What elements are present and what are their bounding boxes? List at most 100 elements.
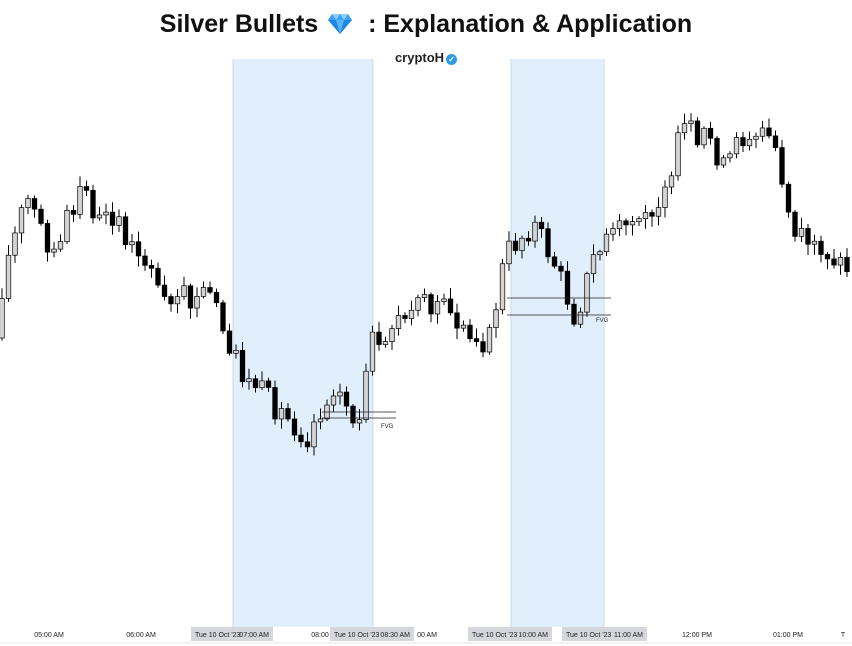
candle-bullish — [174, 296, 181, 305]
x-tick-label: 00 AM — [417, 632, 437, 639]
fvg-label: FVG — [381, 424, 394, 430]
x-tick-label: 08:00 — [311, 632, 329, 639]
candle-bearish — [350, 405, 356, 424]
candle-bearish — [538, 221, 545, 230]
candle-bullish — [837, 257, 844, 266]
candle-bearish — [90, 189, 96, 219]
candle-bullish — [590, 254, 597, 275]
candle-bullish — [688, 120, 694, 125]
x-tick-label: T — [841, 632, 846, 639]
candle-bullish — [759, 127, 766, 137]
candle-bullish — [25, 198, 31, 209]
candle-bullish — [486, 327, 493, 353]
candle-bearish — [38, 208, 44, 224]
candle-bullish — [636, 218, 642, 222]
candle-bullish — [499, 263, 506, 311]
title-text: Silver Bullets — [159, 10, 319, 38]
candle-bullish — [246, 378, 252, 383]
candle-bearish — [792, 211, 798, 237]
candle-bullish — [200, 287, 207, 297]
candle-bearish — [766, 127, 772, 137]
candle-bullish — [330, 395, 337, 406]
candle-bearish — [551, 256, 558, 267]
candle-bullish — [727, 153, 733, 159]
x-tick-label: 01:00 PM — [773, 632, 803, 639]
candle-bullish — [311, 421, 317, 448]
candle-bearish — [83, 186, 90, 191]
candle-bearish — [428, 294, 434, 315]
candle-bearish — [785, 183, 792, 213]
candle-bullish — [597, 251, 603, 256]
candle-bearish — [220, 302, 226, 332]
candle-bearish — [558, 265, 564, 272]
session-zone — [233, 59, 373, 627]
candle-bearish — [142, 255, 148, 266]
chart-title: Silver Bullets : Explanation & Applicati… — [0, 10, 852, 39]
session-date-label: Tue 10 Oct '23 — [195, 632, 241, 639]
candle-bullish — [0, 298, 5, 339]
candle-bullish — [642, 212, 649, 219]
candle-bullish — [51, 248, 57, 253]
candle-bullish — [116, 216, 122, 226]
candle-bullish — [811, 240, 818, 245]
candle-bearish — [649, 212, 655, 217]
candle-bullish — [96, 214, 103, 219]
session-time-label: 07:00 AM — [239, 632, 269, 639]
candle-bearish — [805, 228, 811, 245]
candle-bearish — [187, 285, 194, 309]
candle-bearish — [824, 254, 831, 260]
candle-bullish — [701, 127, 707, 146]
session-highlights — [232, 59, 605, 627]
candle-bullish — [506, 240, 512, 265]
author-line: cryptoH ✓ — [0, 50, 852, 65]
candle-bullish — [259, 380, 265, 389]
candle-bearish — [252, 378, 259, 389]
candle-bullish — [720, 157, 727, 166]
candle-bearish — [525, 237, 532, 242]
session-time-box — [330, 627, 414, 641]
candle-bearish — [571, 303, 577, 325]
candle-bearish — [272, 387, 278, 420]
candle-bullish — [18, 207, 25, 234]
candle-bearish — [207, 287, 213, 293]
candle-bullish — [389, 328, 395, 342]
candle-bullish — [421, 294, 428, 298]
candle-bearish — [467, 324, 473, 339]
candle-bearish — [831, 258, 837, 266]
candle-bearish — [402, 315, 408, 319]
candle-bullish — [194, 296, 200, 309]
title-suffix: : Explanation & Application — [368, 10, 693, 38]
candle-bullish — [577, 311, 584, 325]
candle-bearish — [714, 137, 720, 166]
candle-bearish — [545, 228, 551, 258]
candle-bearish — [226, 330, 233, 354]
candle-bullish — [798, 228, 805, 237]
candle-bullish — [675, 132, 681, 177]
candle-bullish — [408, 309, 415, 319]
candle-bearish — [298, 434, 304, 443]
candle-bearish — [31, 198, 38, 210]
x-tick-label: 05:00 AM — [34, 632, 64, 639]
candle-bearish — [343, 391, 350, 407]
candle-bullish — [629, 221, 636, 226]
time-axis: 05:00 AM 06:00 AM 08:00 00 AM 12:00 PM 01:00 … — [0, 627, 852, 644]
candle-bullish — [603, 233, 610, 253]
session-time-box — [468, 627, 552, 641]
candle-bearish — [155, 267, 161, 286]
candle-bullish — [662, 186, 668, 208]
candle-bullish — [12, 232, 18, 256]
candle-bearish — [844, 257, 850, 273]
candle-bullish — [356, 419, 363, 424]
candle-bullish — [493, 309, 499, 328]
candle-bearish — [779, 147, 785, 185]
candle-bullish — [369, 331, 376, 372]
candles — [0, 113, 850, 456]
candle-bullish — [57, 241, 64, 250]
candle-bearish — [473, 338, 480, 342]
candle-bullish — [103, 211, 109, 216]
candle-bearish — [707, 127, 714, 139]
candle-bearish — [512, 240, 519, 251]
session-date-label: Tue 10 Oct '23 — [334, 632, 380, 639]
candle-bearish — [122, 216, 129, 246]
candle-bearish — [447, 298, 454, 314]
